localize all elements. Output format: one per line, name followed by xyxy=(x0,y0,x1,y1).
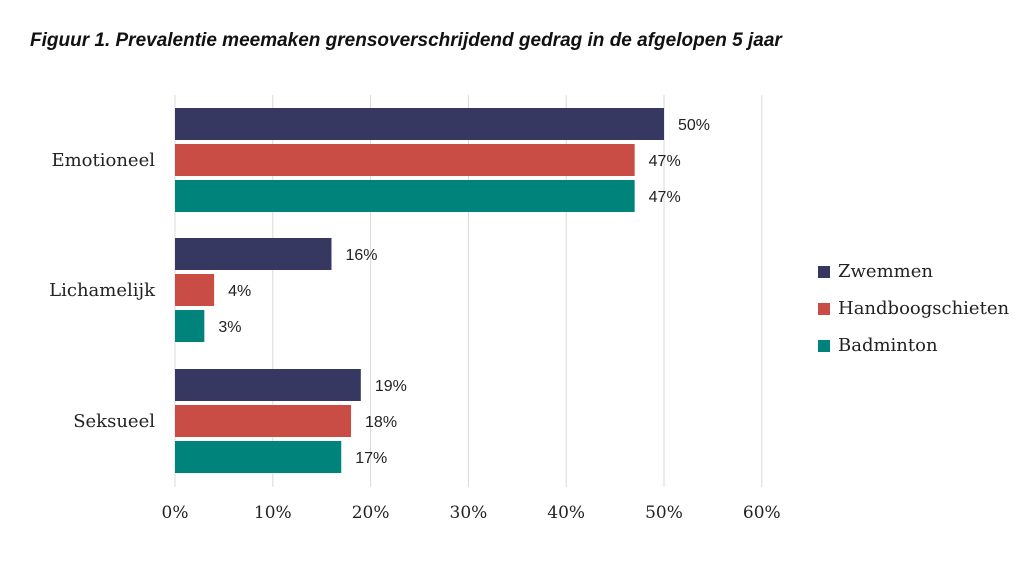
data-label: 47% xyxy=(649,189,681,206)
bar-badminton-lichamelijk xyxy=(175,310,205,342)
data-label: 17% xyxy=(355,450,387,467)
x-tick-label: 60% xyxy=(743,503,781,523)
legend-item: Handboogschieten xyxy=(818,290,1009,327)
x-tick-label: 30% xyxy=(450,503,488,523)
legend-item: Badminton xyxy=(818,327,1009,364)
legend-swatch xyxy=(818,339,830,352)
bar-badminton-emotioneel xyxy=(175,180,635,212)
category-label: Seksueel xyxy=(73,411,155,432)
legend-swatch xyxy=(818,302,830,315)
x-tick-label: 20% xyxy=(352,503,390,523)
chart-title: Figuur 1. Prevalentie meemaken grensover… xyxy=(30,30,782,51)
data-label: 50% xyxy=(678,117,710,134)
data-label: 19% xyxy=(375,378,407,395)
x-tick-label: 10% xyxy=(254,503,292,523)
bar-handboogschieten-lichamelijk xyxy=(175,274,215,306)
bar-zwemmen-emotioneel xyxy=(175,108,664,140)
chart-legend: Zwemmen Handboogschieten Badminton xyxy=(818,253,1009,364)
data-label: 18% xyxy=(365,414,397,431)
category-label: Emotioneel xyxy=(51,150,155,171)
data-label: 47% xyxy=(649,153,681,170)
legend-label: Zwemmen xyxy=(838,261,933,282)
legend-item: Zwemmen xyxy=(818,253,1009,290)
data-label: 4% xyxy=(228,283,251,300)
legend-swatch xyxy=(818,265,830,278)
data-label: 16% xyxy=(345,247,377,264)
bar-handboogschieten-seksueel xyxy=(175,405,352,437)
bar-zwemmen-lichamelijk xyxy=(175,238,332,270)
data-label: 3% xyxy=(218,319,241,336)
bar-badminton-seksueel xyxy=(175,441,342,473)
bar-handboogschieten-emotioneel xyxy=(175,144,635,176)
legend-label: Badminton xyxy=(838,335,938,356)
bar-zwemmen-seksueel xyxy=(175,369,361,401)
x-tick-label: 0% xyxy=(162,503,189,523)
legend-label: Handboogschieten xyxy=(838,298,1010,319)
x-tick-label: 40% xyxy=(547,503,585,523)
x-tick-label: 50% xyxy=(645,503,683,523)
category-label: Lichamelijk xyxy=(49,280,156,301)
